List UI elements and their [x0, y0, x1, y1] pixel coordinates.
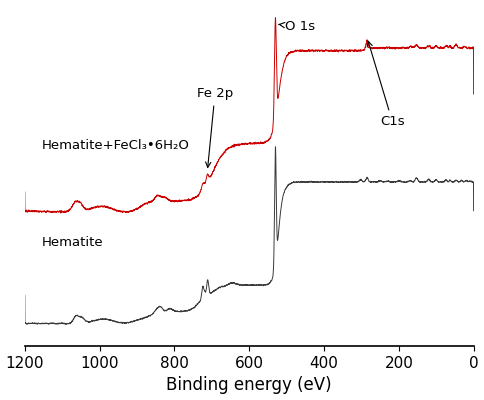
Text: Fe 2p: Fe 2p [197, 88, 233, 167]
X-axis label: Binding energy (eV): Binding energy (eV) [166, 376, 332, 394]
Text: Hematite+FeCl₃•6H₂O: Hematite+FeCl₃•6H₂O [42, 139, 190, 152]
Text: Hematite: Hematite [42, 236, 103, 249]
Text: C1s: C1s [367, 41, 405, 128]
Text: O 1s: O 1s [279, 20, 315, 34]
